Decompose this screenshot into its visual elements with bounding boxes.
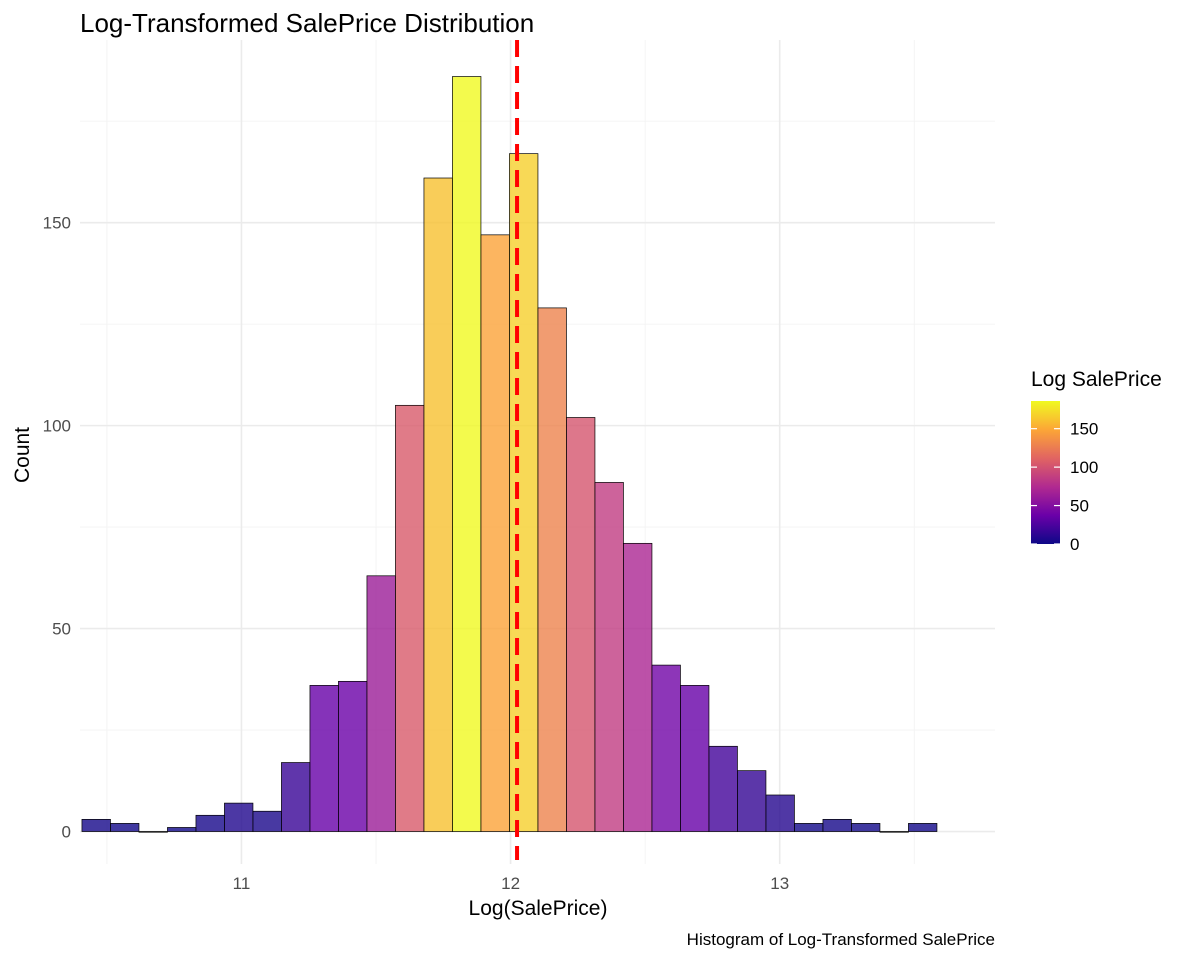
histogram-bar bbox=[537, 307, 567, 832]
histogram-bar bbox=[110, 823, 140, 832]
histogram-bar bbox=[708, 745, 738, 832]
histogram-bar bbox=[480, 234, 510, 832]
histogram-bar bbox=[81, 818, 111, 832]
histogram-bar bbox=[651, 664, 681, 832]
histogram-bar bbox=[851, 823, 881, 832]
legend-tick-label: 150 bbox=[1070, 420, 1098, 439]
color-legend: Log SalePrice 0 50 100 150 bbox=[1031, 368, 1162, 554]
legend-tick-label: 50 bbox=[1070, 497, 1089, 516]
y-axis-title: Count bbox=[11, 427, 34, 483]
histogram-bar bbox=[338, 680, 368, 832]
histogram-bar bbox=[879, 831, 909, 833]
legend-tick-label: 0 bbox=[1070, 535, 1079, 554]
x-axis-ticks: 11 12 13 bbox=[233, 874, 790, 893]
y-tick-label: 50 bbox=[52, 620, 71, 639]
histogram-bars bbox=[81, 76, 938, 833]
histogram-bar bbox=[566, 417, 596, 832]
histogram-bar bbox=[680, 685, 710, 832]
histogram-bar bbox=[167, 827, 197, 832]
histogram-bar bbox=[252, 810, 282, 832]
histogram-bar bbox=[224, 802, 254, 832]
y-tick-label: 150 bbox=[43, 214, 71, 233]
histogram-bar bbox=[309, 685, 339, 832]
chart-title: Log-Transformed SalePrice Distribution bbox=[80, 8, 534, 38]
y-tick-label: 0 bbox=[62, 823, 71, 842]
histogram-bar bbox=[195, 814, 225, 832]
histogram-bar bbox=[737, 770, 767, 832]
histogram-bar bbox=[765, 794, 795, 832]
histogram-bar bbox=[366, 575, 396, 832]
histogram-bar bbox=[281, 762, 311, 832]
histogram-bar bbox=[509, 153, 539, 832]
histogram-bar bbox=[395, 404, 425, 832]
histogram-bar bbox=[623, 542, 653, 832]
legend-tick-label: 100 bbox=[1070, 458, 1098, 477]
legend-title: Log SalePrice bbox=[1031, 368, 1162, 391]
histogram-bar bbox=[423, 177, 453, 832]
y-axis-ticks: 0 50 100 150 bbox=[43, 214, 71, 842]
chart-caption: Histogram of Log-Transformed SalePrice bbox=[687, 930, 995, 949]
legend-ticks: 0 50 100 150 bbox=[1031, 420, 1098, 554]
x-tick-label: 11 bbox=[233, 874, 251, 893]
x-tick-label: 12 bbox=[501, 874, 520, 893]
histogram-bar bbox=[822, 818, 852, 832]
x-axis-title: Log(SalePrice) bbox=[469, 897, 608, 920]
y-tick-label: 100 bbox=[43, 417, 71, 436]
histogram-bar bbox=[594, 482, 624, 832]
x-tick-label: 13 bbox=[770, 874, 789, 893]
histogram-bar bbox=[452, 76, 482, 832]
histogram-bar bbox=[794, 823, 824, 832]
histogram-bar bbox=[908, 823, 938, 832]
legend-colorbar bbox=[1031, 401, 1060, 544]
histogram-bar bbox=[138, 831, 168, 833]
